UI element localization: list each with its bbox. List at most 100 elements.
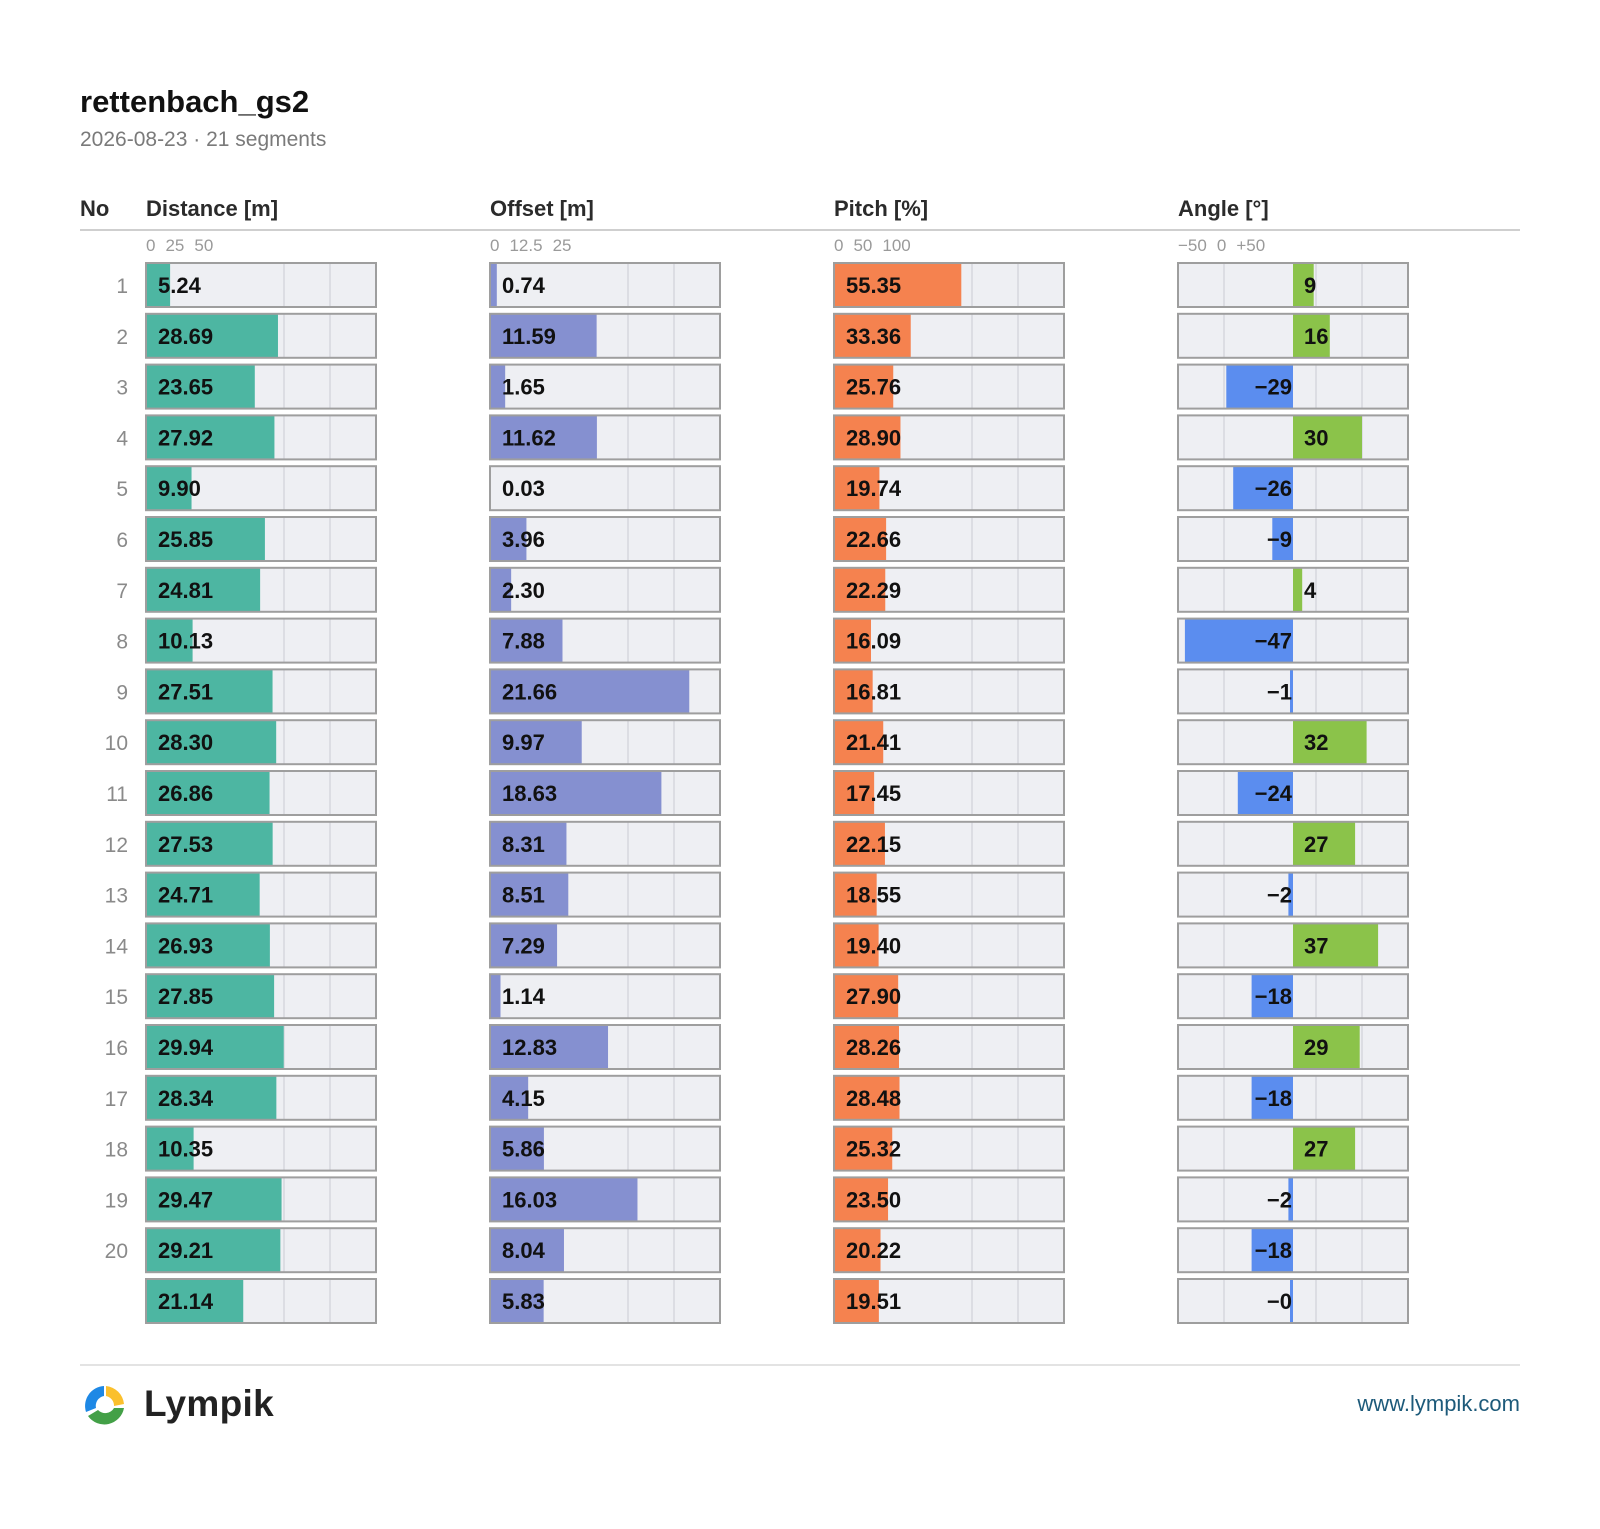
- value-label-offset: 5.86: [502, 1137, 545, 1162]
- value-label-distance: 27.53: [158, 832, 213, 857]
- bar-frame-offset: [489, 1176, 721, 1223]
- value-label-angle: 29: [1304, 1035, 1328, 1060]
- bar-frame-distance: [145, 363, 377, 410]
- bar-distance: [146, 1126, 194, 1171]
- column-header-no: No: [80, 196, 109, 221]
- axis-tick-pitch-2: 100: [882, 236, 910, 255]
- bar-offset: [490, 1177, 638, 1222]
- bar-offset: [490, 720, 582, 765]
- bar-offset: [490, 1126, 544, 1171]
- value-label-angle: 27: [1304, 1137, 1328, 1162]
- bar-pitch: [834, 974, 899, 1019]
- bar-distance: [146, 669, 273, 714]
- bar-angle: [1293, 263, 1314, 307]
- axis-tick-distance-0: 0: [146, 236, 155, 255]
- bar-angle: [1293, 1025, 1360, 1069]
- value-label-distance: 5.24: [158, 273, 202, 298]
- bar-frame-pitch: [833, 1176, 1065, 1223]
- value-label-offset: 18.63: [502, 781, 557, 806]
- bar-frame-angle: [1177, 719, 1409, 766]
- bar-frame-pitch: [833, 668, 1065, 715]
- bar-track-offset: [490, 466, 720, 511]
- value-label-angle: −1: [1267, 679, 1292, 704]
- row-number: 4: [116, 427, 128, 450]
- bar-offset: [490, 974, 501, 1019]
- value-label-offset: 7.29: [502, 933, 545, 958]
- bar-frame-offset: [489, 566, 721, 613]
- bar-frame-distance: [145, 617, 377, 664]
- bar-pitch: [834, 872, 877, 917]
- axis-tick-offset-2: 25: [553, 236, 572, 255]
- value-label-pitch: 25.32: [846, 1137, 901, 1162]
- value-label-pitch: 17.45: [846, 781, 901, 806]
- value-label-distance: 26.93: [158, 933, 213, 958]
- row-number: 8: [116, 631, 128, 654]
- bar-frame-offset: [489, 262, 721, 308]
- bar-frame-angle: [1177, 1278, 1409, 1324]
- value-label-distance: 29.94: [158, 1035, 214, 1060]
- bar-pitch: [834, 720, 884, 765]
- value-label-distance: 27.85: [158, 984, 213, 1009]
- row-number: 16: [105, 1037, 128, 1060]
- bar-pitch: [834, 1177, 889, 1222]
- bar-offset: [490, 1228, 564, 1273]
- bar-angle: [1293, 720, 1367, 765]
- value-label-angle: 4: [1304, 578, 1317, 603]
- row-number: 17: [105, 1088, 128, 1111]
- bar-frame-pitch: [833, 516, 1065, 562]
- value-label-offset: 8.31: [502, 832, 545, 857]
- bar-track-offset: [490, 1075, 720, 1120]
- value-label-distance: 24.81: [158, 578, 213, 603]
- value-label-offset: 1.14: [502, 984, 546, 1009]
- bar-angle: [1288, 872, 1293, 917]
- page-subtitle: 2026-08-23 · 21 segments: [80, 128, 327, 151]
- value-label-offset: 11.59: [502, 324, 556, 349]
- row-number: 5: [116, 478, 128, 501]
- row-number: 14: [105, 935, 129, 958]
- value-label-offset: 0.03: [502, 476, 545, 501]
- value-label-distance: 28.34: [158, 1086, 214, 1111]
- value-label-angle: −18: [1255, 1238, 1292, 1263]
- bar-pitch: [834, 669, 873, 714]
- axis-tick-distance-2: 50: [194, 236, 213, 255]
- value-label-angle: 9: [1304, 273, 1316, 298]
- bar-pitch: [834, 1279, 879, 1323]
- bar-frame-distance: [145, 516, 377, 562]
- value-label-offset: 0.74: [502, 273, 546, 298]
- value-label-offset: 4.15: [502, 1086, 545, 1111]
- value-label-distance: 23.65: [158, 375, 213, 400]
- bar-offset: [490, 821, 567, 866]
- bar-frame-angle: [1177, 465, 1409, 512]
- axis-tick-angle-2: +50: [1236, 236, 1265, 255]
- bar-frame-offset: [489, 770, 721, 816]
- bar-frame-distance: [145, 414, 377, 461]
- bar-offset: [490, 872, 569, 917]
- bar-frame-angle: [1177, 414, 1409, 461]
- bar-frame-pitch: [833, 1125, 1065, 1172]
- value-label-pitch: 55.35: [846, 273, 901, 298]
- bar-frame-offset: [489, 465, 721, 512]
- bar-pitch: [834, 618, 872, 663]
- page-title: rettenbach_gs2: [80, 84, 310, 119]
- value-label-angle: −2: [1267, 1187, 1292, 1212]
- bar-offset: [490, 567, 512, 612]
- value-label-distance: 27.51: [158, 679, 213, 704]
- value-label-angle: 27: [1304, 832, 1328, 857]
- bar-pitch: [834, 1228, 881, 1273]
- value-label-distance: 28.30: [158, 730, 213, 755]
- bar-angle: [1293, 1126, 1356, 1171]
- value-label-pitch: 19.74: [846, 476, 902, 501]
- bar-pitch: [834, 567, 886, 612]
- bar-frame-distance: [145, 1278, 377, 1324]
- column-header-pitch: Pitch [%]: [834, 196, 928, 221]
- bar-frame-offset: [489, 922, 721, 969]
- website-link[interactable]: www.lympik.com: [1357, 1391, 1520, 1416]
- bar-distance: [146, 1025, 284, 1069]
- bar-frame-angle: [1177, 312, 1409, 359]
- value-label-pitch: 28.48: [846, 1086, 901, 1111]
- bar-frame-distance: [145, 820, 377, 867]
- row-number: 12: [105, 834, 128, 857]
- bar-track-offset: [490, 263, 720, 307]
- value-label-offset: 11.62: [502, 425, 556, 450]
- brand-name: Lympik: [144, 1383, 274, 1424]
